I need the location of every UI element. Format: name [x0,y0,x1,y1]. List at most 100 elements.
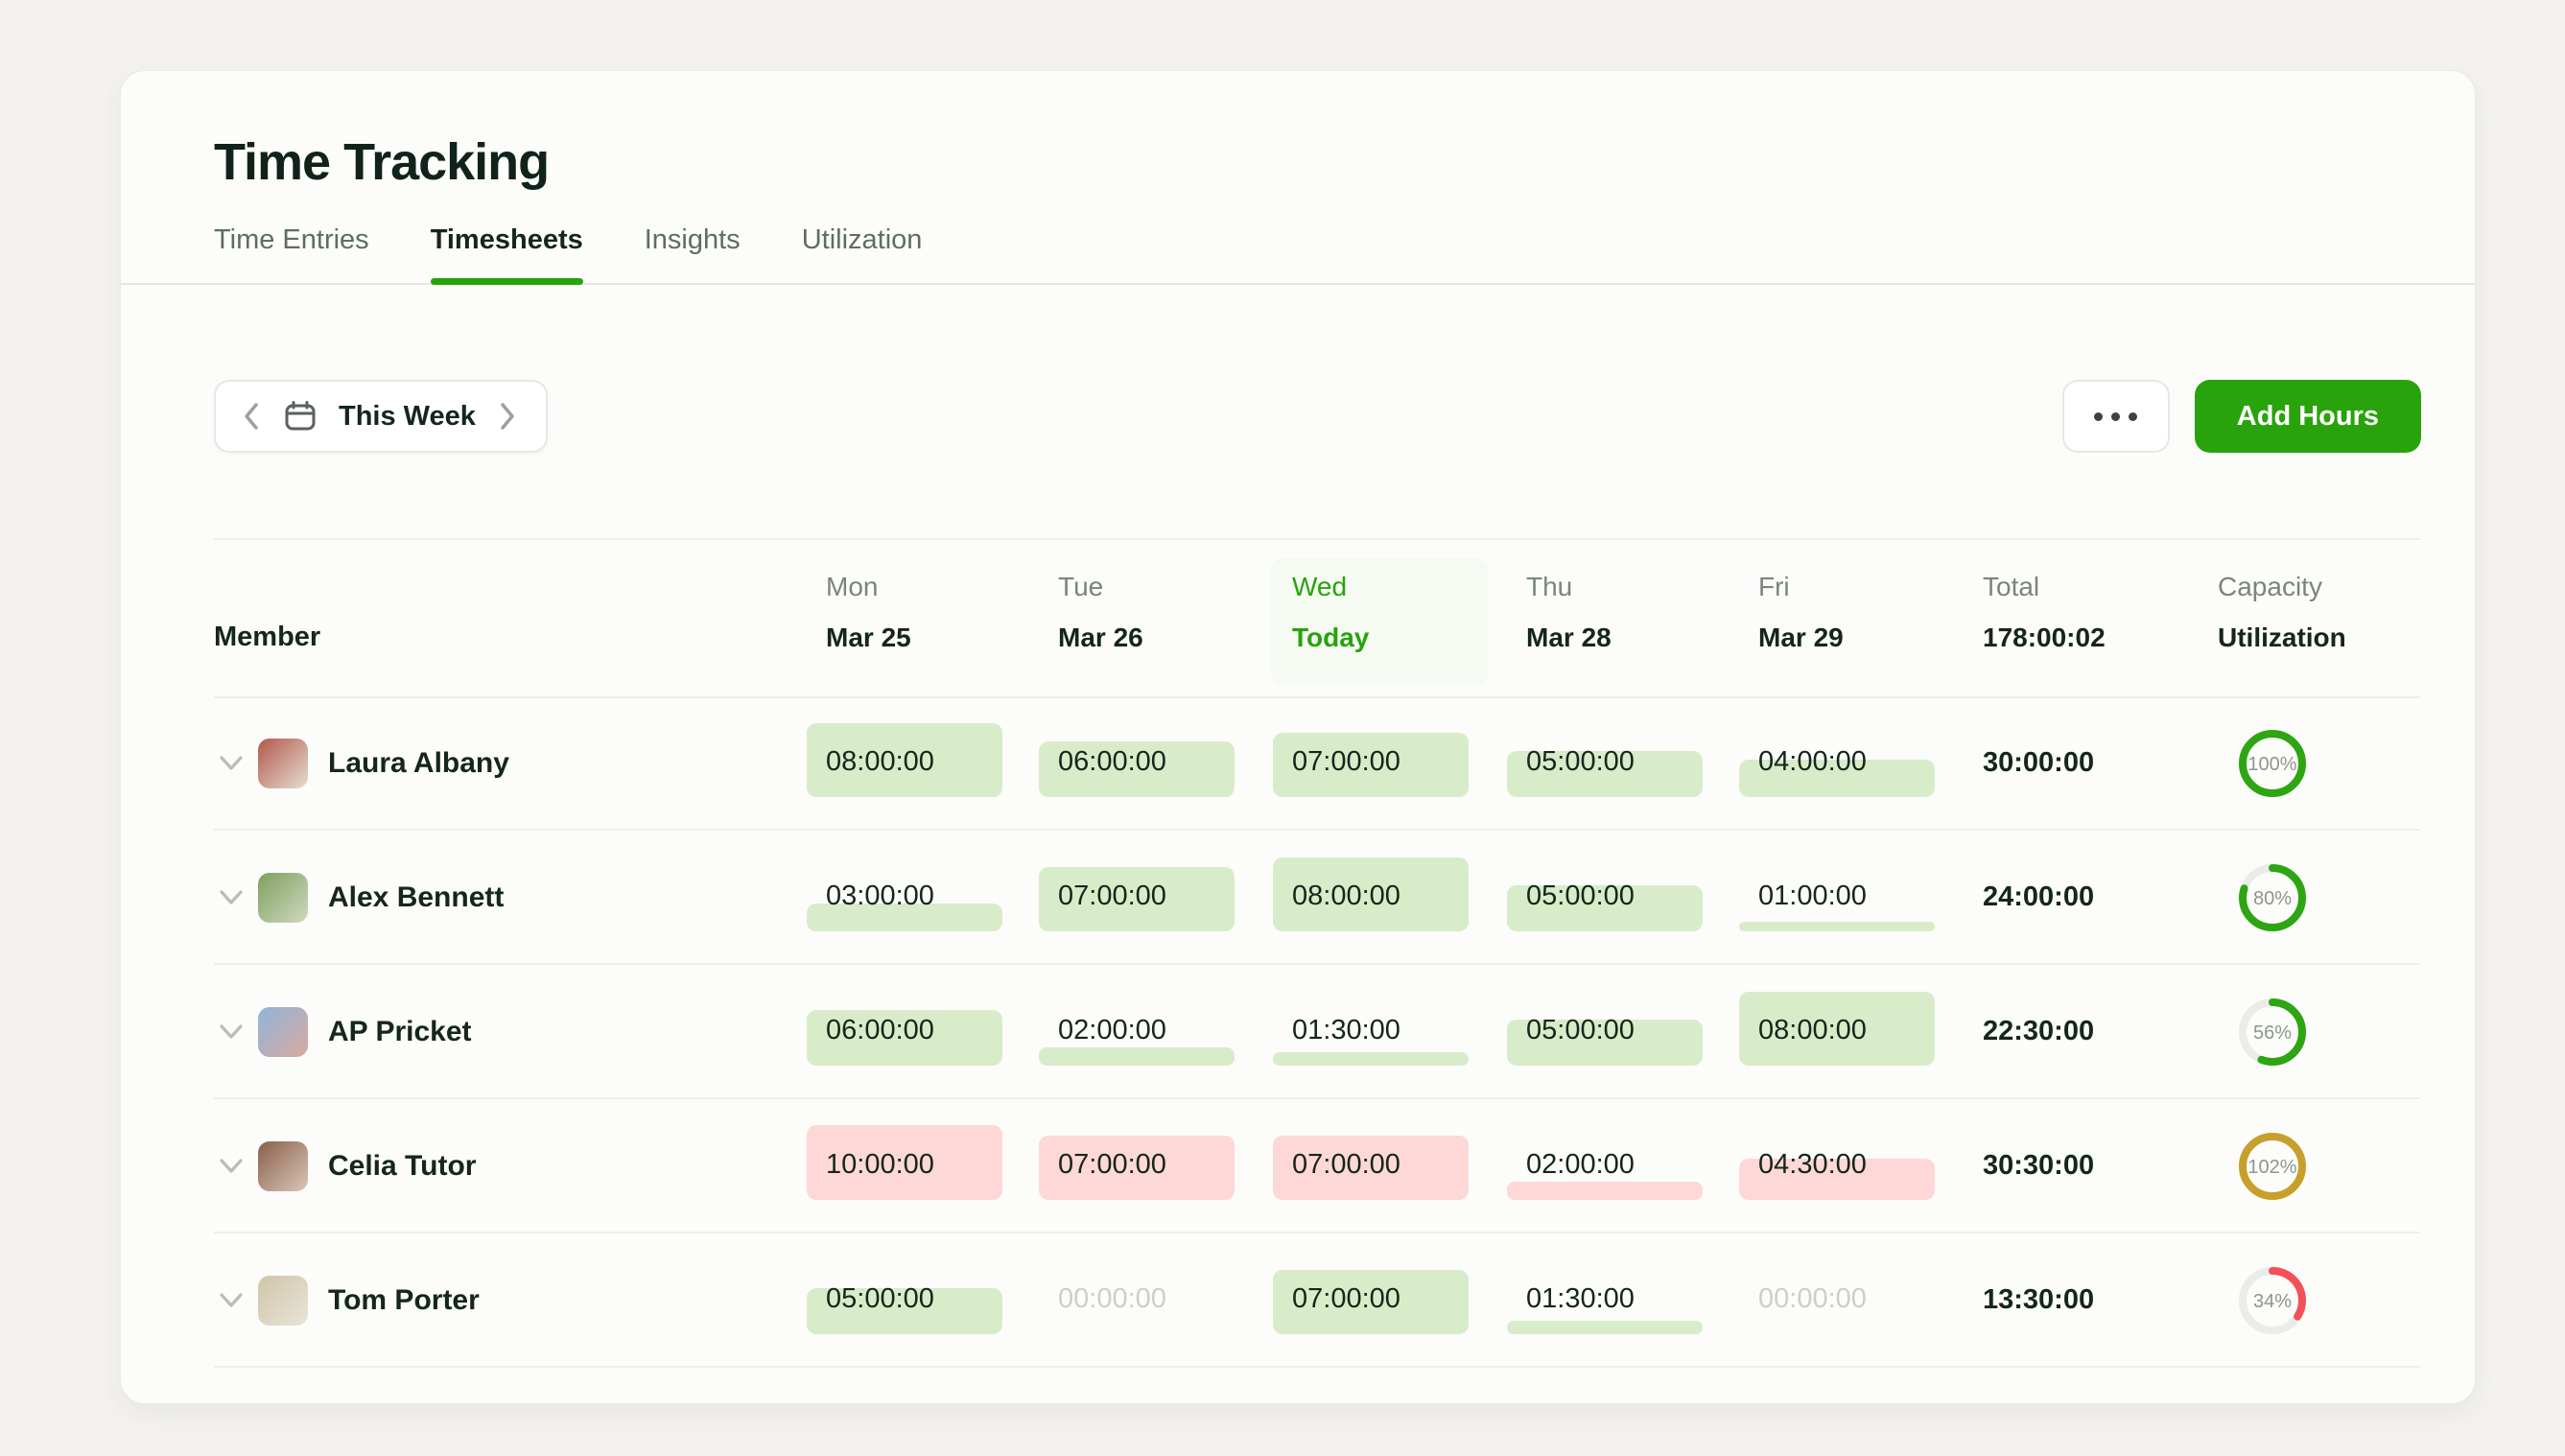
time-cell[interactable]: 00:00:00 [1039,1233,1235,1368]
tab-timesheets[interactable]: Timesheets [430,224,583,285]
time-cell[interactable]: 05:00:00 [1507,831,1703,965]
tab-insights[interactable]: Insights [644,224,741,255]
time-cell[interactable]: 06:00:00 [1039,696,1235,831]
time-value: 06:00:00 [1058,746,1166,777]
add-hours-button[interactable]: Add Hours [2194,380,2421,453]
week-total-value: 178:00:02 [1983,622,2106,652]
hours-bar [1507,1321,1703,1334]
time-value: 08:00:00 [1292,881,1400,911]
time-cell[interactable]: 04:00:00 [1739,696,1935,831]
timesheet-card: Time Tracking Time Entries Timesheets Insi… [120,70,2476,1404]
time-cell[interactable]: 10:00:00 [807,1099,1002,1233]
tab-time-entries[interactable]: Time Entries [214,224,369,255]
time-value: 04:00:00 [1758,746,1867,777]
expand-chevron-icon[interactable] [217,1156,246,1177]
tabs-bar: Time Entries Timesheets Insights Utilizatio… [121,224,2475,285]
time-value: 00:00:00 [1758,1283,1867,1314]
hours-bar [1273,1270,1469,1334]
row-total: 24:00:00 [1983,881,2095,912]
next-week-button[interactable] [497,400,518,433]
time-value: 01:00:00 [1758,881,1867,911]
time-value: 03:00:00 [826,881,934,911]
time-cell[interactable]: 05:00:00 [807,1233,1002,1368]
week-navigator: This Week [214,380,548,453]
table-row: Laura Albany 08:00:00 06:00:00 07:00:00 05:0… [121,696,2475,831]
time-cell[interactable]: 05:00:00 [1507,965,1703,1099]
time-cell[interactable]: 07:00:00 [1273,696,1469,831]
time-value: 06:00:00 [826,1015,934,1045]
time-cell[interactable]: 01:00:00 [1739,831,1935,965]
time-value: 01:30:00 [1526,1283,1635,1314]
expand-chevron-icon[interactable] [217,1290,246,1311]
ellipsis-icon [2129,411,2138,421]
time-cell[interactable]: 04:30:00 [1739,1099,1935,1233]
time-value: 07:00:00 [1292,1149,1400,1180]
hours-bar [1739,1159,1935,1200]
hours-bar [1039,1047,1235,1066]
time-value: 08:00:00 [1758,1015,1867,1045]
day-header-wed: Wed Today [1292,572,1370,652]
time-cell[interactable]: 07:00:00 [1039,1099,1235,1233]
hours-bar [807,1288,1002,1334]
time-cell[interactable]: 05:00:00 [1507,696,1703,831]
time-value: 07:00:00 [1058,1149,1166,1180]
tabs: Time Entries Timesheets Insights Utilizatio… [214,224,2475,285]
time-cell[interactable]: 01:30:00 [1507,1233,1703,1368]
member-name: Alex Bennett [328,881,505,913]
time-cell[interactable]: 08:00:00 [807,696,1002,831]
time-cell[interactable]: 01:30:00 [1273,965,1469,1099]
expand-chevron-icon[interactable] [217,1022,246,1043]
day-header-thu: Thu Mar 28 [1526,572,1612,652]
avatar [258,739,308,788]
utilization-ring: 34% [2239,1267,2306,1334]
avatar [258,873,308,923]
table-header-divider [214,696,2420,698]
hours-bar [807,1010,1002,1066]
week-range-label[interactable]: This Week [339,400,476,432]
member-name: Celia Tutor [328,1150,477,1182]
time-cell[interactable]: 00:00:00 [1739,1233,1935,1368]
time-value: 08:00:00 [826,746,934,777]
hours-bar [1739,922,1935,931]
utilization-ring: 102% [2239,1133,2306,1200]
time-value: 05:00:00 [1526,746,1635,777]
time-cell[interactable]: 07:00:00 [1039,831,1235,965]
avatar [258,1276,308,1326]
hours-bar [1273,733,1469,797]
hours-bar [1273,1052,1469,1066]
svg-text:100%: 100% [2247,754,2296,775]
row-total: 30:30:00 [1983,1150,2095,1181]
more-options-button[interactable] [2061,380,2170,453]
time-cell[interactable]: 02:00:00 [1507,1099,1703,1233]
hours-bar [1273,857,1469,931]
time-cell[interactable]: 08:00:00 [1739,965,1935,1099]
time-value: 04:30:00 [1758,1149,1867,1180]
time-cell[interactable]: 06:00:00 [807,965,1002,1099]
time-value: 01:30:00 [1292,1015,1400,1045]
calendar-icon [283,399,318,434]
time-cell[interactable]: 08:00:00 [1273,831,1469,965]
table-top-divider [214,538,2420,540]
total-column-header: Total 178:00:02 [1983,572,2106,652]
day-header-mon: Mon Mar 25 [826,572,911,652]
expand-chevron-icon[interactable] [217,753,246,774]
row-total: 13:30:00 [1983,1284,2095,1315]
time-cell[interactable]: 07:00:00 [1273,1233,1469,1368]
hours-bar [807,723,1002,797]
expand-chevron-icon[interactable] [217,887,246,908]
hours-bar [1273,1136,1469,1200]
time-value: 07:00:00 [1292,1283,1400,1314]
chevron-right-icon [501,403,514,430]
toolbar-actions: Add Hours [2061,380,2421,453]
avatar [258,1141,308,1191]
time-cell[interactable]: 02:00:00 [1039,965,1235,1099]
hours-bar [1039,1136,1235,1200]
time-cell[interactable]: 07:00:00 [1273,1099,1469,1233]
hours-bar [1507,751,1703,797]
tab-utilization[interactable]: Utilization [801,224,923,255]
time-value: 00:00:00 [1058,1283,1166,1314]
time-cell[interactable]: 03:00:00 [807,831,1002,965]
previous-week-button[interactable] [241,400,262,433]
table-row: Celia Tutor 10:00:00 07:00:00 07:00:00 02:00… [121,1099,2475,1233]
hours-bar [1039,867,1235,931]
